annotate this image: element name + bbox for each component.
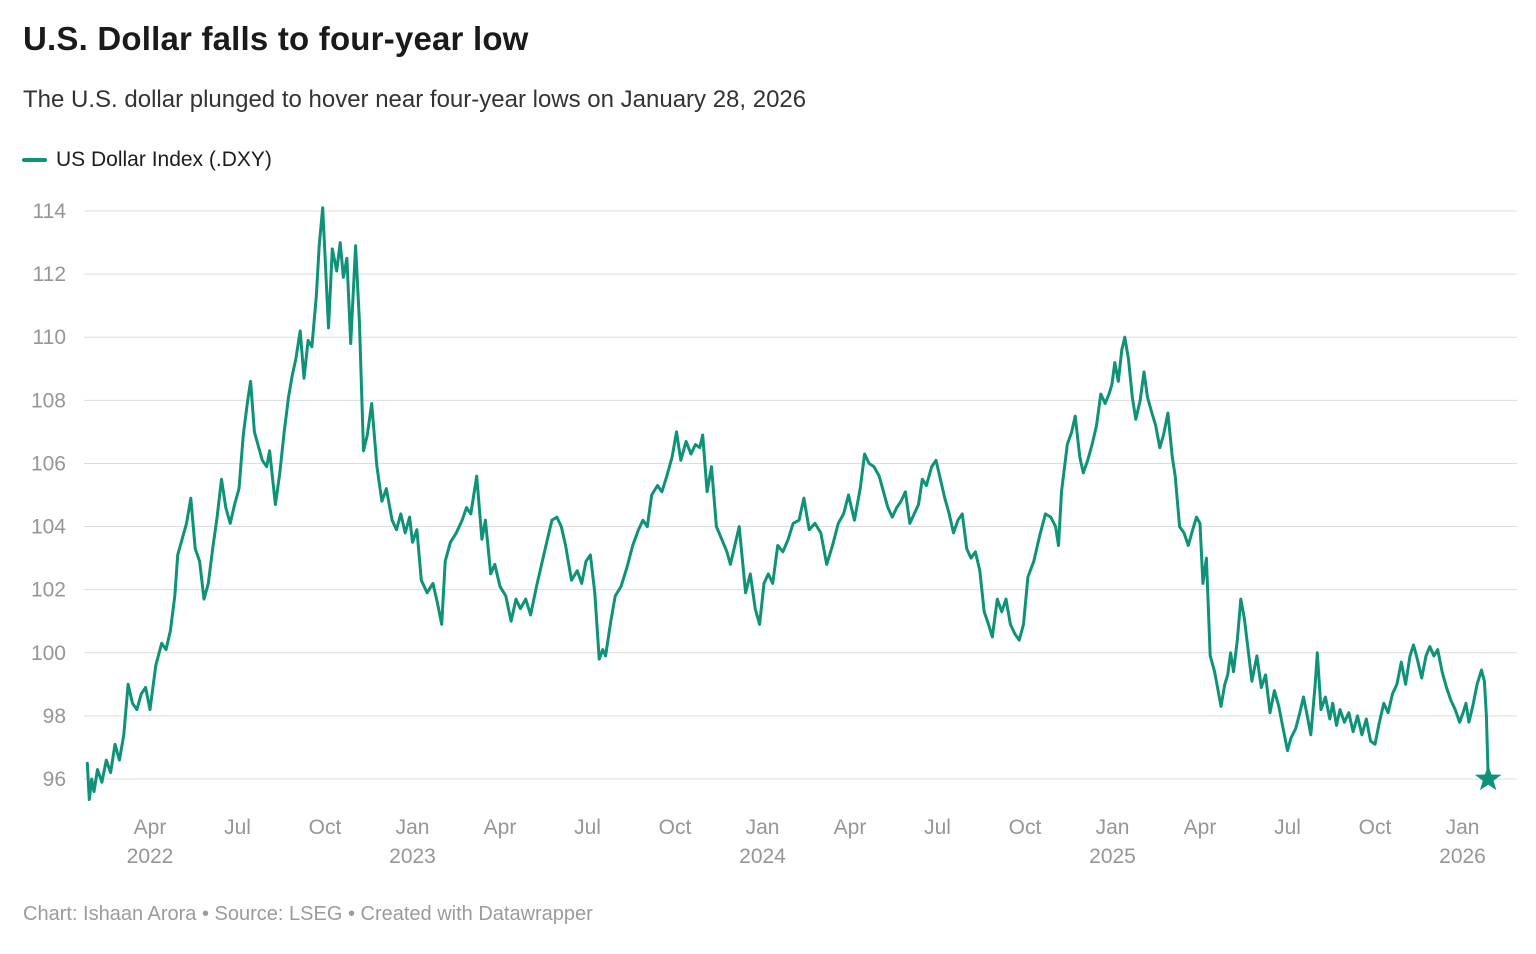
x-tick-label: Apr [134,816,167,839]
legend-label: US Dollar Index (.DXY) [56,148,272,171]
y-tick-label: 98 [43,705,66,728]
y-tick-label: 102 [31,579,66,602]
x-tick-year-label: 2026 [1439,845,1486,868]
x-tick-year-label: 2025 [1089,845,1136,868]
x-tick-label: Jul [924,816,951,839]
x-tick-label: Jul [1274,816,1301,839]
chart-subtitle: The U.S. dollar plunged to hover near fo… [23,86,807,113]
x-tick-year-label: 2022 [127,845,174,868]
x-tick-label: Jul [574,816,601,839]
x-tick-label: Apr [1184,816,1217,839]
y-tick-label: 106 [31,452,66,475]
y-tick-label: 104 [31,516,66,539]
x-tick-label: Jan [1446,816,1480,839]
x-tick-label: Apr [484,816,517,839]
y-tick-label: 100 [31,642,66,665]
x-tick-label: Jan [746,816,780,839]
legend: US Dollar Index (.DXY) [22,148,272,172]
y-tick-label: 110 [33,326,66,349]
x-tick-label: Oct [659,816,692,839]
attribution-footer: Chart: Ishaan Arora • Source: LSEG • Cre… [23,903,593,925]
x-tick-label: Jul [224,816,251,839]
x-tick-label: Jan [396,816,430,839]
x-tick-label: Jan [1096,816,1130,839]
dxy-series-line [85,206,1490,801]
y-tick-label: 108 [31,389,66,412]
x-tick-label: Oct [1359,816,1392,839]
x-tick-year-label: 2023 [389,845,436,868]
x-tick-label: Apr [834,816,867,839]
y-tick-label: 96 [43,768,66,791]
y-tick-label: 114 [33,200,67,223]
end-star-marker [1474,765,1502,791]
x-tick-label: Oct [309,816,342,839]
line-swatch-icon [22,158,47,162]
y-tick-label: 112 [33,263,66,286]
page-title: U.S. Dollar falls to four-year low [23,20,529,57]
x-tick-year-label: 2024 [739,845,786,868]
x-tick-label: Oct [1009,816,1042,839]
